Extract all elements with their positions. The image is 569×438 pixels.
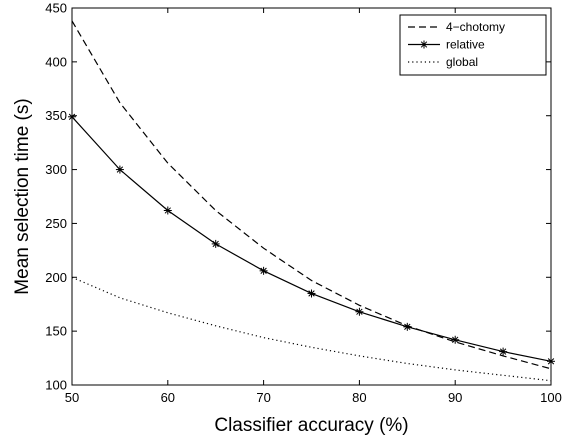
data-point-marker <box>115 165 124 174</box>
legend-label: 4−chotomy <box>446 20 505 34</box>
legend-item-global: global <box>408 55 478 69</box>
plot-series <box>68 20 555 382</box>
data-point-marker <box>499 347 508 356</box>
y-tick-label: 300 <box>45 162 67 177</box>
y-tick-label: 200 <box>45 270 67 285</box>
legend-marker-stroke <box>420 40 428 49</box>
x-axis-title: Classifier accuracy (%) <box>214 415 408 436</box>
y-tick-label: 150 <box>45 324 67 339</box>
y-tick-label: 450 <box>45 1 67 16</box>
series-line-2 <box>71 276 552 382</box>
y-tick-label: 350 <box>45 108 67 123</box>
data-point-marker <box>403 322 412 331</box>
series-line-1 <box>71 116 552 362</box>
legend-label: global <box>446 55 478 69</box>
data-point-marker <box>451 335 460 344</box>
marker-stroke <box>499 348 507 355</box>
y-tick-label: 100 <box>45 378 67 393</box>
y-tick-label: 250 <box>45 216 67 231</box>
marker-stroke <box>404 323 411 331</box>
data-point-marker <box>163 206 172 215</box>
x-tick-label: 70 <box>256 390 270 405</box>
x-tick-label: 90 <box>448 390 462 405</box>
data-point-marker <box>307 289 316 298</box>
marker-stroke <box>308 290 315 297</box>
x-tick-label: 80 <box>352 390 366 405</box>
marker-stroke <box>356 308 363 315</box>
axes <box>71 7 552 386</box>
data-point-marker <box>259 266 268 275</box>
y-tick-label: 400 <box>45 54 67 69</box>
marker-stroke <box>260 267 267 275</box>
series-line-0 <box>71 20 552 370</box>
legend-item-4-chotomy: 4−chotomy <box>408 20 505 34</box>
y-axis-title: Mean selection time (s) <box>12 98 33 294</box>
marker-stroke <box>212 240 219 248</box>
legend-item-relative: relative <box>408 38 485 52</box>
legend-marker-asterisk <box>420 40 428 49</box>
marker-stroke <box>116 166 124 173</box>
x-tick-label: 60 <box>161 390 175 405</box>
data-point-marker <box>211 239 220 248</box>
data-point-marker <box>355 307 364 316</box>
legend-label: relative <box>446 38 485 52</box>
legend: 4−chotomy relative global <box>399 14 547 76</box>
x-tick-label: 50 <box>65 390 79 405</box>
marker-stroke <box>164 207 171 214</box>
x-tick-label: 100 <box>540 390 562 405</box>
marker-stroke <box>452 336 459 343</box>
axis-ticks: 50 60 70 80 90 100 100 150 200 250 300 350 400 450 <box>45 1 562 406</box>
plot-frame <box>71 7 552 386</box>
marker-stroke <box>420 41 428 48</box>
